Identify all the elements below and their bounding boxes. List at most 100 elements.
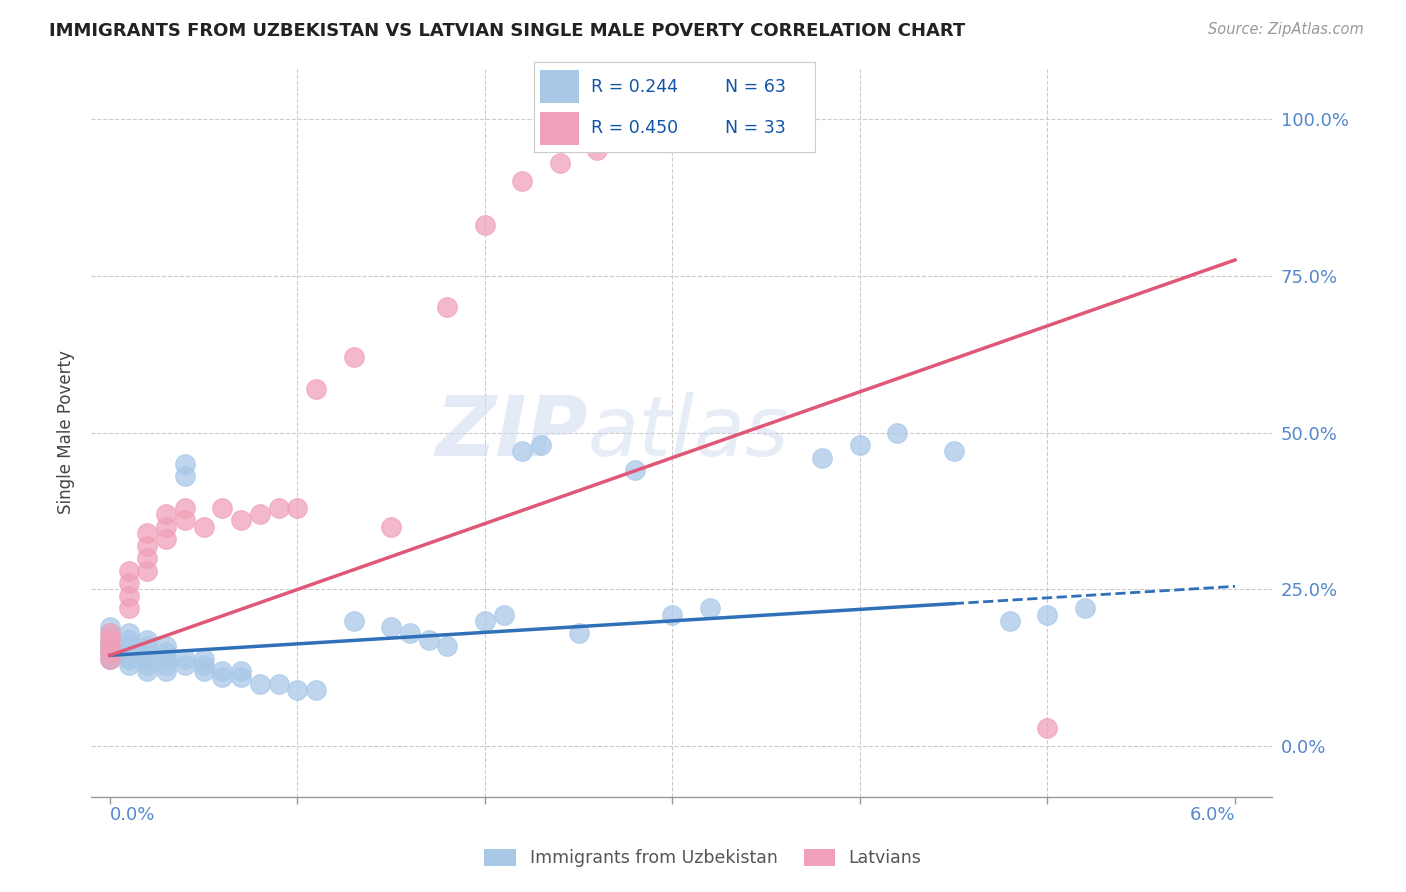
Point <box>436 300 458 314</box>
Point <box>193 664 215 678</box>
Point <box>98 645 121 659</box>
Point <box>118 632 141 647</box>
Point <box>174 469 197 483</box>
Point <box>98 639 121 653</box>
Point <box>136 526 159 541</box>
Point <box>118 589 141 603</box>
Point <box>118 657 141 672</box>
Point <box>155 664 177 678</box>
Point <box>174 651 197 665</box>
Point <box>287 500 309 515</box>
Text: R = 0.450: R = 0.450 <box>591 120 678 137</box>
Point <box>174 457 197 471</box>
Point <box>249 676 271 690</box>
Point <box>287 682 309 697</box>
Point <box>343 614 366 628</box>
Point <box>548 155 571 169</box>
FancyBboxPatch shape <box>540 112 579 145</box>
Point <box>492 607 515 622</box>
Point <box>98 651 121 665</box>
Point <box>942 444 965 458</box>
Point <box>174 500 197 515</box>
Text: N = 33: N = 33 <box>725 120 786 137</box>
Point <box>418 632 440 647</box>
Point <box>155 519 177 533</box>
FancyBboxPatch shape <box>540 70 579 103</box>
Point <box>231 513 253 527</box>
Point <box>118 645 141 659</box>
Point <box>249 507 271 521</box>
Point <box>98 626 121 640</box>
Point <box>849 438 872 452</box>
Point <box>155 651 177 665</box>
Point <box>530 438 553 452</box>
Point <box>136 664 159 678</box>
Point <box>98 632 121 647</box>
Text: IMMIGRANTS FROM UZBEKISTAN VS LATVIAN SINGLE MALE POVERTY CORRELATION CHART: IMMIGRANTS FROM UZBEKISTAN VS LATVIAN SI… <box>49 22 966 40</box>
Point <box>211 500 233 515</box>
Point <box>211 670 233 684</box>
Text: R = 0.244: R = 0.244 <box>591 78 678 95</box>
Point <box>305 382 328 396</box>
Point <box>98 645 121 659</box>
Point <box>568 626 591 640</box>
Point <box>399 626 422 640</box>
Point <box>512 444 534 458</box>
Point <box>136 651 159 665</box>
Point <box>118 639 141 653</box>
Point <box>118 601 141 615</box>
Point <box>512 174 534 188</box>
Point <box>118 576 141 591</box>
Point <box>436 639 458 653</box>
Y-axis label: Single Male Poverty: Single Male Poverty <box>58 351 75 515</box>
Point <box>118 651 141 665</box>
Point <box>136 657 159 672</box>
Point <box>136 645 159 659</box>
Point <box>474 614 496 628</box>
Text: Source: ZipAtlas.com: Source: ZipAtlas.com <box>1208 22 1364 37</box>
Point <box>811 450 834 465</box>
Point <box>155 533 177 547</box>
Point <box>267 500 290 515</box>
Point <box>174 513 197 527</box>
Point <box>267 676 290 690</box>
Text: ZIP: ZIP <box>434 392 588 473</box>
Point <box>136 632 159 647</box>
Point <box>193 657 215 672</box>
Point <box>1036 607 1059 622</box>
Text: N = 63: N = 63 <box>725 78 786 95</box>
Point <box>98 626 121 640</box>
Point <box>98 651 121 665</box>
Point <box>155 645 177 659</box>
Point <box>474 219 496 233</box>
Point <box>136 564 159 578</box>
Point <box>1036 721 1059 735</box>
Point <box>155 507 177 521</box>
Point <box>343 350 366 364</box>
Point <box>98 620 121 634</box>
Point <box>380 519 402 533</box>
Point <box>98 651 121 665</box>
Point <box>118 645 141 659</box>
Point <box>624 463 647 477</box>
Point <box>136 639 159 653</box>
Point <box>98 645 121 659</box>
Point <box>661 607 683 622</box>
Point <box>98 639 121 653</box>
Point <box>380 620 402 634</box>
Point <box>586 143 609 157</box>
Point <box>118 626 141 640</box>
Point <box>98 632 121 647</box>
Point <box>136 539 159 553</box>
Point <box>699 601 721 615</box>
Point <box>231 670 253 684</box>
Point <box>98 639 121 653</box>
Point <box>193 519 215 533</box>
Point <box>155 657 177 672</box>
Point <box>886 425 908 440</box>
Point <box>136 551 159 566</box>
Point <box>211 664 233 678</box>
Point <box>305 682 328 697</box>
Point <box>174 657 197 672</box>
Text: 0.0%: 0.0% <box>110 806 155 824</box>
